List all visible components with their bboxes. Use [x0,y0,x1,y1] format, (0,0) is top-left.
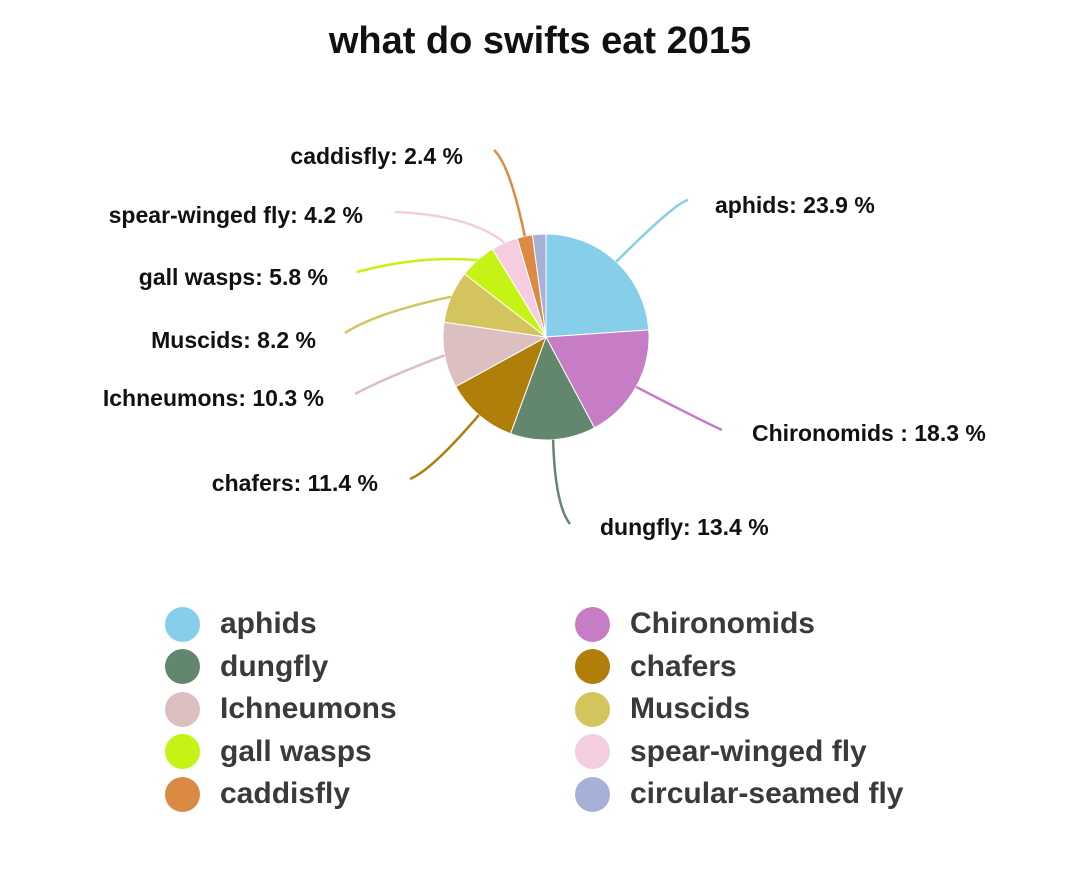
legend-item-chironomids: Chironomids [575,604,815,644]
legend-swatch [575,649,610,684]
legend-label: Ichneumons [220,692,397,725]
legend-item-gall-wasps: gall wasps [165,732,372,772]
slice-label-caddisfly: caddisfly: 2.4 % [290,143,463,169]
legend-swatch [575,776,610,812]
legend-label: chafers [630,649,737,683]
slice-labels: aphids: 23.9 % Chironomids : 18.3 % dungfl… [103,143,986,540]
pie-slice-chironomids [545,329,650,429]
legend-label: spear-winged fly [630,734,867,768]
leader-lines [344,149,723,525]
legend-item-chafers: chafers [575,647,737,687]
leader-line-dungfly [551,439,572,525]
slice-label-spear-winged-fly: spear-winged fly: 4.2 % [109,202,363,228]
legend-label: Chironomids [630,607,815,640]
legend-label: gall wasps [220,734,372,768]
legend-swatch [575,606,610,642]
slice-label-muscids: Muscids: 8.2 % [151,327,316,353]
slice-label-dungfly: dungfly: 13.4 % [600,514,769,540]
leader-line-spear-winged-fly [394,210,506,244]
slice-label-gall-wasps: gall wasps: 5.8 % [139,264,328,290]
leader-line-muscids [344,295,452,335]
legend-item-circular-seamed-fly: circular-seamed fly [575,774,903,814]
legend-swatch [165,606,200,642]
leader-line-chafers [409,414,480,481]
pie-slices [442,233,650,441]
legend-item-spear-winged-fly: spear-winged fly [575,732,867,772]
chart-title: what do swifts eat 2015 [328,20,752,62]
leader-line-chironomids [635,385,723,432]
pie-slice-chafers [455,335,547,435]
leader-line-aphids [615,198,689,263]
legend-swatch [575,734,610,769]
slice-label-ichneumons: Ichneumons: 10.3 % [103,385,324,411]
legend-item-caddisfly: caddisfly [165,774,350,814]
pie-slice-dungfly [509,335,596,441]
legend-item-muscids: Muscids [575,689,750,729]
legend-item-aphids: aphids [165,604,317,644]
leader-line-ichneumons [354,354,446,396]
legend-label: Muscids [630,692,751,725]
legend-label: caddisfly [220,777,351,810]
leader-line-gall-wasps [356,257,478,274]
legend-item-dungfly: dungfly [165,647,328,687]
pie-slice-aphids [545,233,650,338]
legend-swatch [165,691,200,727]
legend-label: circular-seamed fly [630,777,904,810]
legend-swatch [165,734,200,769]
legend-item-ichneumons: Ichneumons [165,689,397,729]
legend-swatch [575,691,610,727]
legend-label: dungfly [220,649,329,683]
legend-label: aphids [220,607,317,640]
slice-label-chironomids: Chironomids : 18.3 % [752,420,986,446]
legend-swatch [165,776,200,812]
leader-line-caddisfly [493,149,527,237]
legend-swatch [165,649,200,684]
pie-slice-circular-seamed-fly [531,233,547,338]
slice-label-chafers: chafers: 11.4 % [212,470,378,496]
slice-label-aphids: aphids: 23.9 % [715,192,875,218]
